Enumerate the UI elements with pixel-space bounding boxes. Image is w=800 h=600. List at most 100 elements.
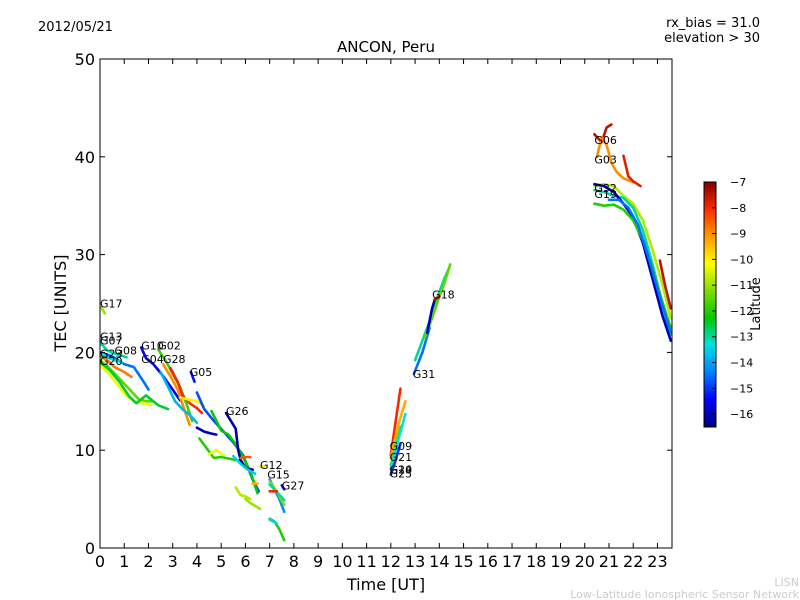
tec-series-9: [139, 346, 182, 402]
satellite-label-g27: G27: [282, 479, 305, 492]
tec-series-32: [268, 518, 279, 525]
x-tick-label: 12: [381, 552, 401, 571]
satellite-label-g04: G04: [141, 353, 164, 366]
tec-series-18: [198, 437, 242, 463]
satellite-label-g06: G06: [594, 134, 617, 147]
x-tick-label: 0: [95, 552, 105, 571]
tec-series-24: [234, 486, 252, 501]
tec-series-40: [412, 326, 431, 376]
tec-series-25: [244, 497, 262, 511]
y-axis-ticks: 0 10 20 30 40 50: [75, 50, 672, 558]
y-tick-label: 50: [75, 50, 95, 69]
x-tick-label: 3: [168, 552, 178, 571]
colorbar-tick-label: −9: [730, 228, 746, 241]
tec-series-10: [161, 362, 191, 427]
x-tick-label: 11: [356, 552, 376, 571]
tec-series-3: [100, 351, 150, 391]
satellite-label-g24: G24: [390, 464, 413, 477]
date-label: 2012/05/21: [38, 20, 113, 35]
satellite-label-g05: G05: [190, 366, 213, 379]
satellite-label-g15: G15: [267, 469, 290, 482]
tec-series-8: [100, 351, 124, 364]
x-tick-label: 21: [599, 552, 619, 571]
chart-title: ANCON, Peru: [337, 38, 435, 56]
satellite-label-g20: G20: [100, 355, 123, 368]
y-tick-label: 30: [75, 246, 95, 265]
x-tick-label: 15: [453, 552, 473, 571]
tec-series-15: [189, 370, 196, 384]
series-layer: [100, 123, 672, 542]
satellite-label-g31: G31: [413, 368, 436, 381]
colorbar: [703, 181, 717, 428]
x-tick-label: 2: [143, 552, 153, 571]
x-tick-label: 17: [502, 552, 522, 571]
tec-series-1: [100, 306, 107, 315]
tec-series-6: [100, 363, 153, 407]
satellite-label-g10: G10: [141, 340, 164, 353]
colorbar-tick-label: −16: [730, 408, 753, 421]
tec-series-13: [159, 370, 199, 425]
satellite-label-g18: G18: [432, 289, 455, 302]
x-axis-label: Time [UT]: [346, 575, 425, 594]
x-tick-label: 23: [647, 552, 667, 571]
x-tick-label: 9: [313, 552, 323, 571]
satellite-label-g28: G28: [163, 353, 186, 366]
satellite-label-g19: G19: [594, 188, 617, 201]
x-tick-label: 20: [575, 552, 595, 571]
x-tick-label: 6: [240, 552, 250, 571]
colorbar-tick-label: −11: [730, 279, 753, 292]
x-tick-label: 19: [550, 552, 570, 571]
satellite-label-g13: G13: [100, 331, 123, 344]
satellite-label-g08: G08: [115, 344, 138, 357]
x-tick-label: 16: [478, 552, 498, 571]
x-tick-label: 8: [289, 552, 299, 571]
tec-series-2: [100, 341, 128, 359]
colorbar-tick-label: −10: [730, 253, 753, 266]
x-tick-label: 22: [623, 552, 643, 571]
y-tick-label: 40: [75, 148, 95, 167]
tec-series-7: [100, 360, 170, 411]
tec-series-36: [389, 399, 407, 460]
x-tick-label: 4: [192, 552, 202, 571]
tec-series-45: [593, 123, 613, 144]
footer-lisn: LISN: [774, 576, 799, 589]
tec-series-43: [425, 299, 436, 335]
x-tick-label: 5: [216, 552, 226, 571]
tec-series-51: [607, 198, 672, 335]
x-tick-label: 10: [332, 552, 352, 571]
colorbar-ticks: −7 −8 −9 −10 −11 −12 −13 −14 −15 −16: [712, 176, 753, 421]
tec-series-44: [433, 295, 441, 301]
tec-series-19: [207, 448, 225, 457]
footer-network: Low-Latitude Ionospheric Sensor Network: [570, 588, 799, 600]
tec-series-34: [280, 484, 286, 491]
tec-series-17: [195, 426, 218, 436]
colorbar-tick-label: −13: [730, 331, 753, 344]
tec-series-53: [658, 259, 672, 310]
rx-bias-label: rx_bias = 31.0: [666, 16, 760, 31]
y-tick-label: 0: [85, 539, 95, 558]
satellite-label-g03: G03: [594, 154, 617, 167]
y-tick-label: 20: [75, 343, 95, 362]
x-tick-label: 13: [405, 552, 425, 571]
tec-series-47: [593, 182, 672, 320]
x-tick-label: 7: [265, 552, 275, 571]
satellite-label-g32: G32: [594, 182, 617, 195]
x-tick-label: 1: [119, 552, 129, 571]
satellite-label-g09: G09: [390, 440, 413, 453]
y-axis-label: TEC [UNITS]: [51, 255, 70, 353]
x-tick-label: 14: [429, 552, 449, 571]
tec-series-35: [389, 387, 402, 457]
tec-series-22: [232, 454, 257, 476]
satellite-label-g17: G17: [100, 297, 123, 310]
plot-background: [100, 59, 672, 548]
elevation-label: elevation > 30: [664, 31, 760, 46]
colorbar-tick-label: −8: [730, 202, 746, 215]
colorbar-tick-label: −7: [730, 176, 746, 189]
x-axis-ticks: 0 1 2 3 4 5 6 7 8 9 10 11 12 13 14 15 16 17 18 19 20 21 22 23: [95, 59, 668, 571]
tec-series-4: [100, 354, 133, 379]
satellite-label-g07: G07: [100, 335, 123, 348]
tec-series-46: [595, 135, 635, 184]
colorbar-label: Latitude: [749, 277, 764, 331]
tec-series-39: [389, 442, 402, 476]
